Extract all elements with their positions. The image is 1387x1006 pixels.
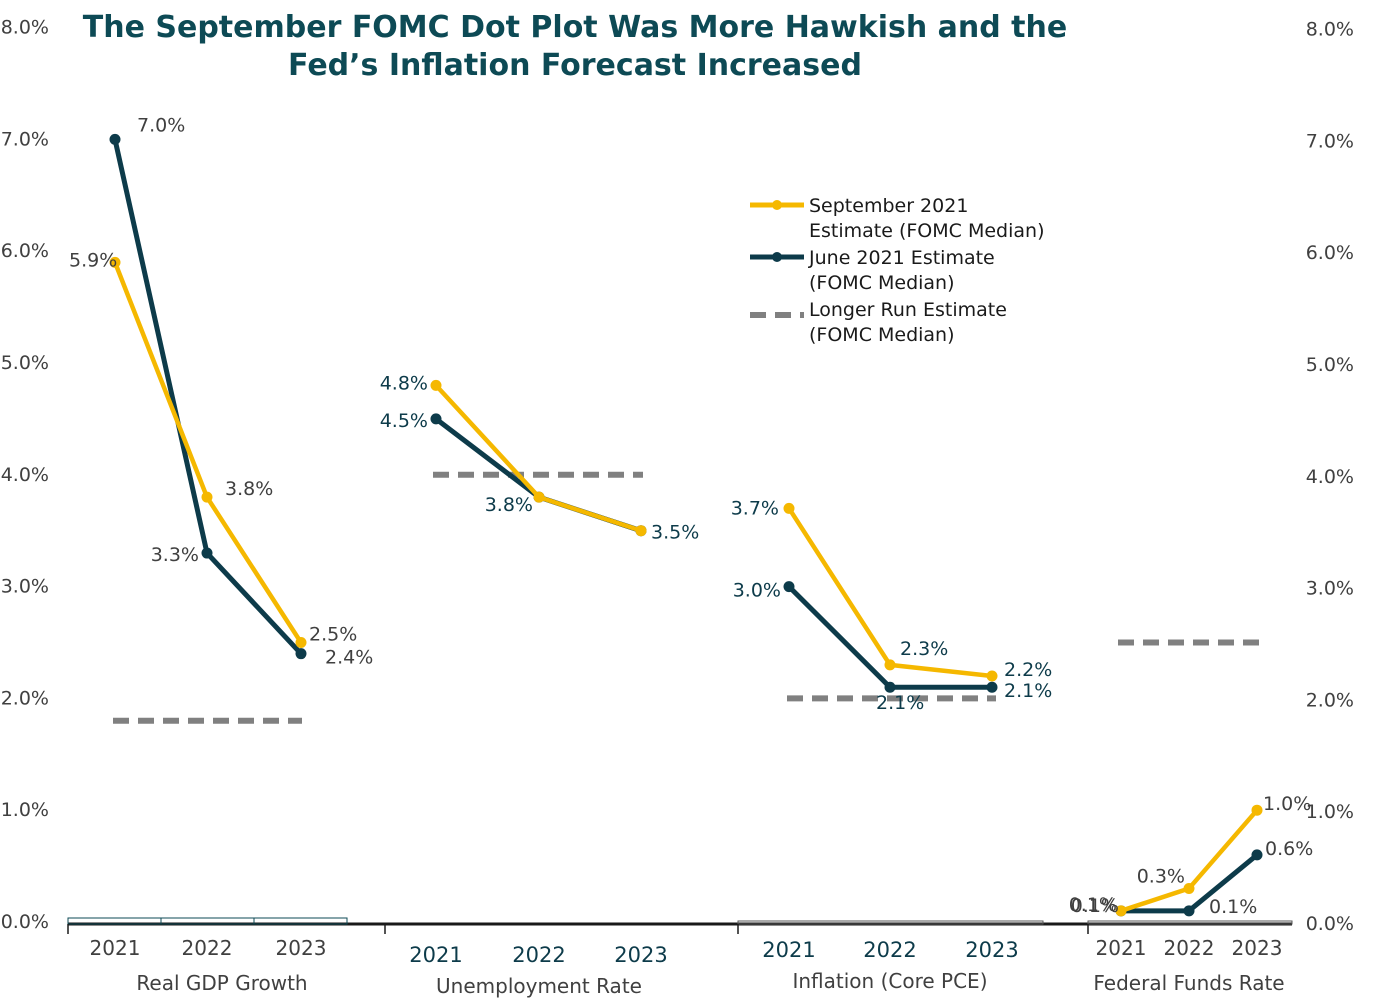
september-data-point [1115,905,1127,917]
y-tick-label-left: 0.0% [1,911,49,933]
y-tick-label-left: 3.0% [1,576,49,598]
legend-june-label: June 2021 Estimate [808,247,995,269]
june-data-label: 0.6% [1265,838,1313,860]
x-category-label: 2022 [512,943,565,967]
x-category-label: 2021 [90,936,141,960]
inflation-category-cell [737,920,1044,925]
september-data-point [430,379,442,391]
september-data-label: 0.1% [1071,895,1119,917]
september-data-label: 0.1% [1069,894,1117,916]
june-data-point [109,133,121,145]
legend-september-swatch-dot [772,200,782,210]
june-data-label: 4.5% [380,410,428,432]
y-tick-label-left: 1.0% [1,799,49,821]
y-tick-label-right: 8.0% [1306,19,1354,41]
june-data-point [295,648,307,660]
y-tick-label-right: 3.0% [1306,578,1354,600]
september-data-point [201,491,213,503]
legend-september-label: Estimate (FOMC Median) [809,220,1044,242]
y-tick-label-left: 2.0% [1,687,49,709]
september-data-label: 1.0% [1263,793,1311,815]
y-tick-label-left: 5.0% [1,352,49,374]
group-name-label: Unemployment Rate [436,974,642,998]
september-data-label: 2.3% [900,638,948,660]
x-category-label: 2023 [276,936,327,960]
x-category-label: 2023 [1232,936,1283,960]
june-data-point [884,681,896,693]
june-data-label: 3.5% [651,522,699,544]
chart-title-line-1: The September FOMC Dot Plot Was More Haw… [83,10,1067,45]
y-tick-label-left: 4.0% [1,464,49,486]
september-series-line [434,383,642,533]
september-series-line [112,261,303,644]
y-tick-label-right: 2.0% [1306,689,1354,711]
x-category-label: 2021 [762,938,815,962]
september-data-point [109,256,121,268]
june-data-point [430,413,442,425]
june-data-point [986,681,998,693]
x-category-label: 2023 [614,943,667,967]
september-data-label: 5.9% [69,249,117,271]
june-data-label: 0.1% [1209,896,1257,918]
y-tick-label-right: 1.0% [1306,801,1354,823]
september-data-point [1251,804,1263,816]
june-data-point [783,581,795,593]
ffr-category-cell [1087,920,1293,925]
y-tick-label-left: 6.0% [1,240,49,262]
september-data-point [783,502,795,514]
june-data-label: 2.1% [1004,680,1052,702]
x-category-label: 2022 [1164,936,1215,960]
september-data-label: 3.8% [225,478,273,500]
group-name-label: Inflation (Core PCE) [792,969,987,993]
legend-june-swatch-dot [772,252,782,262]
june-data-label: 2.4% [325,647,373,669]
y-tick-label-left: 8.0% [1,17,49,39]
chart-title-line-2: Fed’s Inflation Forecast Increased [288,48,862,83]
gdp-category-cell [253,917,348,925]
x-category-label: 2021 [1096,936,1147,960]
june-data-label: 3.8% [485,494,533,516]
y-tick-label-right: 6.0% [1306,242,1354,264]
september-data-label: 0.3% [1137,865,1185,887]
y-tick-label-right: 4.0% [1306,466,1354,488]
x-category-label: 2022 [182,936,233,960]
september-data-point [533,491,545,503]
september-data-point [986,670,998,682]
september-data-point [635,525,647,537]
september-data-label: 2.2% [1004,659,1052,681]
y-tick-label-right: 7.0% [1306,130,1354,152]
september-data-point [1183,882,1195,894]
plot-area: 0.0% 0.0%1.0% 1.0%2.0% 2.0%3.0% 3.0%4.0% 4.0%… [1,17,1354,998]
legend-longer-run-label: (FOMC Median) [809,324,955,346]
september-data-point [884,659,896,671]
legend-june-label: (FOMC Median) [809,272,955,294]
x-category-label: 2023 [965,938,1018,962]
june-data-point [201,547,213,559]
june-data-label: 3.3% [151,544,199,566]
legend-september-label: September 2021 [809,195,968,217]
x-category-label: 2021 [409,943,462,967]
june-data-label: 7.0% [137,114,185,136]
june-data-point [1183,905,1195,917]
september-data-label: 2.5% [309,624,357,646]
september-data-label: 3.7% [731,497,779,519]
group-name-label: Real GDP Growth [136,971,307,995]
june-series-line [112,138,303,656]
group-name-label: Federal Funds Rate [1093,971,1284,995]
june-data-label: 3.0% [733,580,781,602]
june-data-point [1251,849,1263,861]
june-data-label: 2.1% [876,692,924,714]
september-data-label: 4.8% [380,372,428,394]
x-category-label: 2022 [863,938,916,962]
y-tick-label-right: 5.0% [1306,354,1354,376]
legend-longer-run-label: Longer Run Estimate [809,299,1007,321]
y-tick-label-left: 7.0% [1,128,49,150]
y-tick-label-right: 0.0% [1306,913,1354,935]
september-data-point [295,637,307,648]
september-series-line [787,507,993,679]
